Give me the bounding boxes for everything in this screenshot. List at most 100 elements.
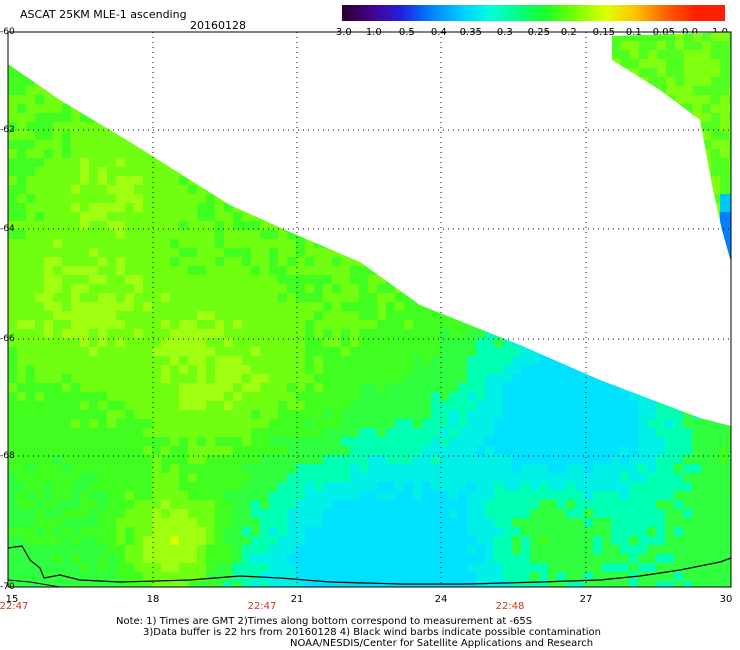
data-cell bbox=[62, 113, 71, 122]
data-cell bbox=[359, 392, 368, 401]
data-cell bbox=[440, 491, 449, 500]
data-cell bbox=[494, 437, 503, 446]
data-cell bbox=[683, 239, 692, 248]
data-cell bbox=[476, 68, 485, 77]
data-cell bbox=[368, 41, 377, 50]
data-cell bbox=[152, 464, 161, 473]
data-cell bbox=[413, 527, 422, 536]
data-cell bbox=[629, 176, 638, 185]
data-cell bbox=[494, 203, 503, 212]
data-cell bbox=[557, 383, 566, 392]
data-cell bbox=[521, 320, 530, 329]
data-cell bbox=[53, 95, 62, 104]
data-cell bbox=[368, 437, 377, 446]
data-cell bbox=[107, 410, 116, 419]
data-cell bbox=[17, 221, 26, 230]
data-cell bbox=[503, 545, 512, 554]
data-cell bbox=[341, 536, 350, 545]
data-cell bbox=[512, 239, 521, 248]
data-cell bbox=[188, 320, 197, 329]
data-cell bbox=[683, 392, 692, 401]
data-cell bbox=[341, 473, 350, 482]
data-cell bbox=[620, 203, 629, 212]
colorbar-swatch bbox=[547, 5, 579, 21]
data-cell bbox=[107, 509, 116, 518]
data-cell bbox=[548, 68, 557, 77]
data-cell bbox=[629, 266, 638, 275]
data-cell bbox=[422, 410, 431, 419]
data-cell bbox=[611, 347, 620, 356]
data-cell bbox=[224, 473, 233, 482]
data-cell bbox=[395, 518, 404, 527]
data-cell bbox=[602, 311, 611, 320]
data-cell bbox=[188, 446, 197, 455]
data-cell bbox=[134, 392, 143, 401]
data-cell bbox=[350, 410, 359, 419]
data-cell bbox=[647, 446, 656, 455]
data-cell bbox=[359, 266, 368, 275]
data-cell bbox=[611, 167, 620, 176]
data-cell bbox=[413, 176, 422, 185]
data-cell bbox=[197, 64, 206, 68]
data-cell bbox=[719, 491, 728, 500]
data-cell bbox=[377, 545, 386, 554]
data-cell bbox=[602, 428, 611, 437]
data-cell bbox=[152, 581, 161, 587]
data-cell bbox=[710, 545, 719, 554]
data-cell bbox=[350, 149, 359, 158]
data-cell bbox=[278, 329, 287, 338]
data-cell bbox=[710, 320, 719, 329]
data-cell bbox=[377, 77, 386, 86]
data-cell bbox=[179, 536, 188, 545]
data-cell bbox=[80, 185, 89, 194]
data-cell bbox=[548, 401, 557, 410]
data-cell bbox=[503, 212, 512, 221]
data-cell bbox=[728, 419, 731, 428]
data-cell bbox=[494, 329, 503, 338]
data-cell bbox=[71, 329, 80, 338]
data-cell bbox=[323, 563, 332, 572]
data-cell bbox=[584, 239, 593, 248]
data-cell bbox=[413, 329, 422, 338]
data-cell bbox=[539, 113, 548, 122]
data-cell bbox=[359, 500, 368, 509]
data-cell bbox=[638, 194, 647, 203]
data-cell bbox=[296, 455, 305, 464]
data-cell bbox=[323, 311, 332, 320]
data-cell bbox=[269, 86, 278, 95]
data-cell bbox=[476, 446, 485, 455]
data-cell bbox=[683, 212, 692, 221]
data-cell bbox=[53, 302, 62, 311]
data-cell bbox=[260, 347, 269, 356]
data-cell bbox=[269, 374, 278, 383]
data-cell bbox=[125, 509, 134, 518]
data-cell bbox=[467, 311, 476, 320]
data-cell bbox=[125, 284, 134, 293]
data-cell bbox=[143, 545, 152, 554]
data-cell bbox=[251, 545, 260, 554]
data-cell bbox=[620, 473, 629, 482]
data-cell bbox=[467, 446, 476, 455]
data-cell bbox=[395, 64, 404, 68]
data-cell bbox=[350, 392, 359, 401]
data-cell bbox=[152, 536, 161, 545]
data-cell bbox=[512, 86, 521, 95]
data-cell bbox=[701, 203, 710, 212]
data-cell bbox=[350, 383, 359, 392]
data-cell bbox=[152, 257, 161, 266]
data-cell bbox=[719, 500, 728, 509]
data-cell bbox=[449, 473, 458, 482]
data-cell bbox=[557, 518, 566, 527]
data-cell bbox=[386, 455, 395, 464]
data-cell bbox=[548, 41, 557, 50]
data-cell bbox=[557, 419, 566, 428]
data-cell bbox=[98, 149, 107, 158]
data-cell bbox=[89, 356, 98, 365]
data-cell bbox=[458, 239, 467, 248]
data-cell bbox=[638, 338, 647, 347]
data-cell bbox=[287, 212, 296, 221]
data-cell bbox=[197, 212, 206, 221]
data-cell bbox=[386, 419, 395, 428]
data-cell bbox=[44, 473, 53, 482]
data-cell bbox=[476, 311, 485, 320]
